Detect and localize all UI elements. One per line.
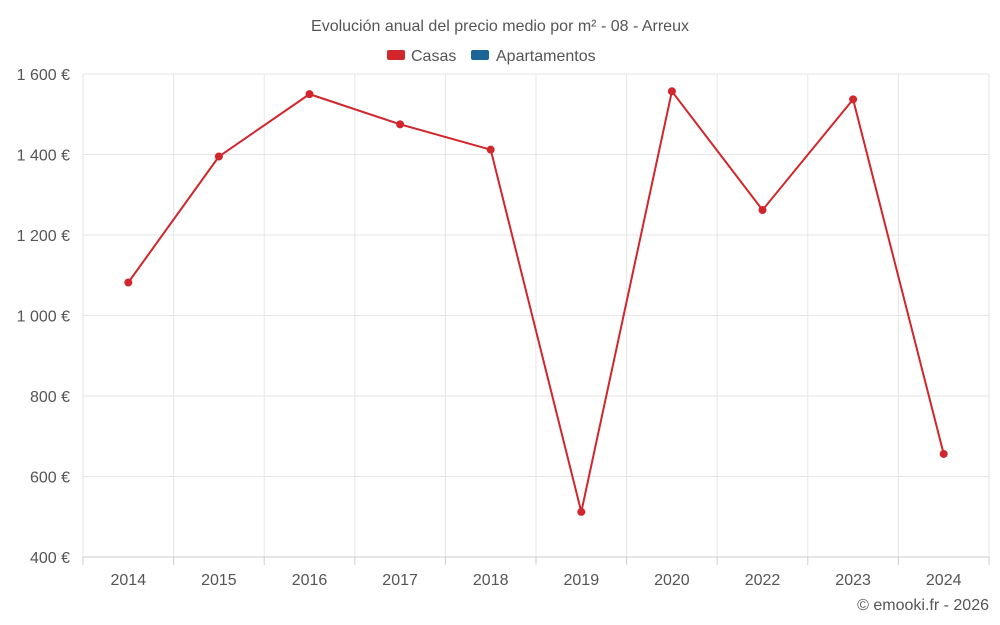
x-tick-label: 2014 (111, 572, 147, 589)
y-tick-label: 1 400 € (17, 148, 70, 165)
x-tick-label: 2023 (835, 572, 871, 589)
data-point-casas[interactable] (124, 278, 133, 287)
data-point-casas[interactable] (758, 206, 767, 215)
chart-title: Evolución anual del precio medio por m² … (311, 18, 689, 35)
y-tick-label: 1 000 € (17, 309, 70, 326)
x-tick-label: 2017 (382, 572, 418, 589)
axes (82, 556, 990, 565)
series-casas (124, 87, 948, 516)
legend-swatch-apartamentos[interactable] (471, 50, 489, 60)
data-point-casas[interactable] (667, 87, 676, 96)
data-point-casas[interactable] (214, 152, 223, 161)
y-axis-labels: 400 € 600 € 800 € 1 000 € 1 200 € 1 400 € 1 60… (17, 67, 70, 567)
credit-text: © emooki.fr - 2026 (857, 597, 989, 614)
y-tick-label: 400 € (30, 550, 70, 567)
data-point-casas[interactable] (939, 449, 948, 458)
data-point-casas[interactable] (577, 507, 586, 516)
data-point-casas[interactable] (305, 90, 314, 99)
x-tick-label: 2024 (926, 572, 962, 589)
data-point-casas[interactable] (486, 145, 495, 154)
x-tick-label: 2018 (473, 572, 509, 589)
data-point-casas[interactable] (849, 95, 858, 104)
y-tick-label: 1 200 € (17, 228, 70, 245)
x-tick-label: 2015 (201, 572, 237, 589)
x-tick-label: 2019 (564, 572, 600, 589)
legend: Casas Apartamentos (387, 48, 596, 65)
legend-label-casas[interactable]: Casas (411, 48, 456, 65)
x-tick-label: 2020 (654, 572, 690, 589)
y-tick-label: 600 € (30, 470, 70, 487)
legend-swatch-casas[interactable] (387, 50, 405, 60)
x-tick-label: 2022 (745, 572, 781, 589)
grid-lines (82, 73, 990, 557)
series-line-casas (127, 90, 945, 513)
y-tick-label: 800 € (30, 389, 70, 406)
data-point-casas[interactable] (396, 120, 405, 129)
x-axis-labels: 2014 2015 2016 2017 2018 2019 2020 2022 2023 2024 (111, 572, 962, 589)
legend-label-apartamentos[interactable]: Apartamentos (496, 48, 596, 65)
x-tick-label: 2016 (292, 572, 328, 589)
y-tick-label: 1 600 € (17, 67, 70, 84)
